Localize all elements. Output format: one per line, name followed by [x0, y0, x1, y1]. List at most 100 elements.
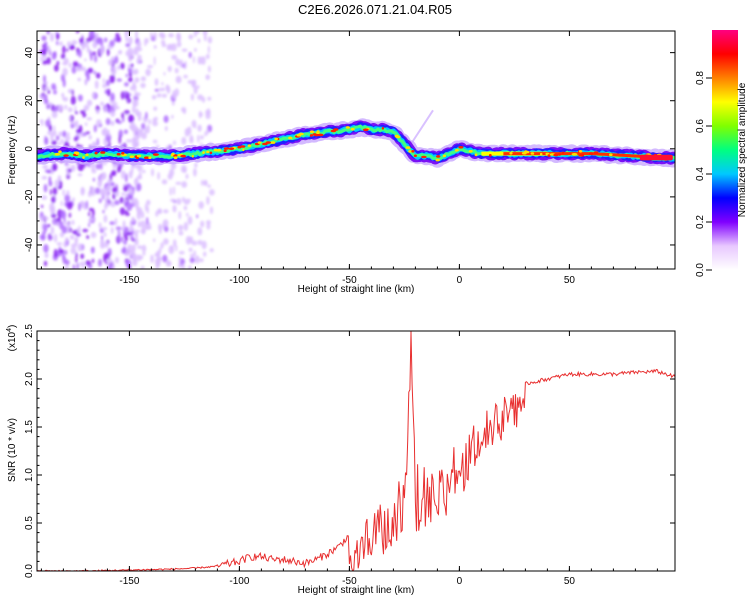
ridge-dot: [571, 153, 578, 156]
noise-speck: [128, 114, 135, 123]
noise-speck: [135, 254, 142, 262]
noise-speck: [148, 119, 152, 125]
noise-speck: [88, 211, 91, 217]
noise-speck: [161, 39, 166, 45]
noise-speck: [75, 256, 78, 263]
noise-speck: [53, 125, 56, 133]
snr-frame: [36, 330, 676, 572]
noise-speck: [63, 265, 70, 269]
noise-speck: [47, 89, 51, 94]
colorbar-ticks: 0.0 0.2 0.4 0.6 0.8: [695, 71, 712, 277]
noise-speck: [103, 232, 107, 238]
noise-speck: [53, 248, 58, 258]
noise-speck: [91, 258, 95, 264]
noise-speck: [74, 239, 78, 247]
noise-speck: [73, 121, 77, 128]
noise-speck: [157, 171, 161, 180]
noise-speck: [183, 221, 189, 231]
ridge-dot: [116, 152, 121, 156]
snr-ticks: -150 -100 -50 0 50 0.0 0.5 1.0 1.5 2.0 2.5: [24, 324, 675, 587]
colorbar-tick-label: 0.2: [695, 215, 706, 229]
ridge-dot: [316, 131, 320, 134]
noise-speck: [172, 93, 177, 99]
noise-speck: [182, 108, 187, 115]
noise-speck: [181, 48, 188, 52]
noise-speck: [206, 222, 211, 230]
noise-speck: [65, 162, 68, 166]
noise-speck: [123, 240, 127, 245]
noise-speck: [207, 96, 212, 101]
noise-speck: [104, 252, 110, 260]
noise-speck: [199, 258, 204, 263]
noise-speck: [111, 169, 117, 177]
noise-speck: [136, 127, 140, 131]
noise-speck: [68, 115, 72, 122]
noise-speck: [131, 216, 135, 223]
noise-speck: [158, 87, 163, 92]
snr-xtick-label: -150: [119, 576, 139, 587]
noise-speck: [196, 31, 200, 34]
ridge-dot: [509, 152, 513, 155]
noise-speck: [110, 226, 114, 234]
ridge-dot: [63, 154, 69, 157]
noise-speck: [67, 168, 72, 173]
ridge-dot: [144, 156, 150, 159]
noise-speck: [160, 242, 164, 249]
noise-speck: [62, 67, 68, 77]
noise-speck: [75, 252, 78, 259]
noise-speck: [209, 189, 215, 196]
noise-speck: [136, 183, 142, 192]
noise-speck: [90, 186, 96, 193]
noise-speck: [188, 34, 194, 40]
snr-ytick-label: 0.0: [24, 564, 35, 578]
noise-speck: [130, 63, 134, 68]
ridge-dot: [561, 151, 565, 155]
noise-speck: [67, 107, 73, 113]
ridge-dot: [488, 154, 492, 157]
noise-speck: [60, 138, 64, 145]
ridge-dot: [547, 154, 551, 157]
colorbar-tick-label: 0.0: [695, 263, 706, 277]
noise-speck: [175, 58, 181, 66]
noise-speck: [92, 91, 96, 99]
noise-speck: [131, 65, 134, 74]
noise-speck: [46, 104, 51, 110]
noise-speck: [60, 53, 66, 59]
spectrogram-frame: [36, 30, 676, 270]
ridge-dot: [296, 133, 302, 137]
noise-speck: [132, 141, 138, 148]
ridge-dot: [421, 155, 427, 159]
noise-speck: [175, 75, 182, 84]
noise-speck: [170, 198, 176, 202]
noise-speck: [124, 234, 128, 242]
ridge-dot: [288, 136, 293, 140]
noise-speck: [198, 110, 202, 119]
noise-speck: [197, 56, 202, 65]
ridge-dot: [381, 127, 385, 130]
noise-speck: [46, 31, 50, 35]
noise-speck: [209, 248, 214, 253]
noise-speck: [182, 263, 185, 269]
noise-speck: [95, 163, 101, 170]
noise-speck: [76, 31, 80, 34]
ridge-dot: [436, 155, 441, 158]
ridge-dot: [148, 156, 152, 159]
snr-line: [37, 331, 675, 571]
noise-speck: [200, 220, 205, 228]
noise-speck: [107, 178, 112, 185]
noise-speck: [128, 36, 133, 45]
ridge-dot: [458, 146, 464, 149]
noise-speck: [197, 239, 203, 246]
noise-speck: [197, 38, 201, 43]
noise-speck: [112, 162, 116, 170]
colorbar-label: Normalized spectral amplitude: [737, 82, 748, 217]
noise-speck: [48, 176, 52, 185]
noise-speck: [152, 139, 158, 144]
noise-speck: [82, 43, 88, 48]
noise-speck: [97, 180, 103, 188]
ridge-dot: [58, 150, 62, 153]
noise-speck: [193, 85, 198, 95]
noise-speck: [120, 170, 126, 180]
noise-speck: [183, 205, 188, 211]
ridge-dot: [530, 152, 535, 155]
